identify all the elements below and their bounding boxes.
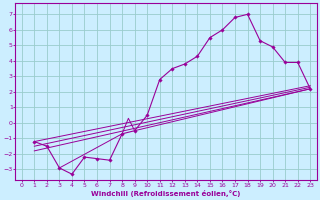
- X-axis label: Windchill (Refroidissement éolien,°C): Windchill (Refroidissement éolien,°C): [91, 190, 241, 197]
